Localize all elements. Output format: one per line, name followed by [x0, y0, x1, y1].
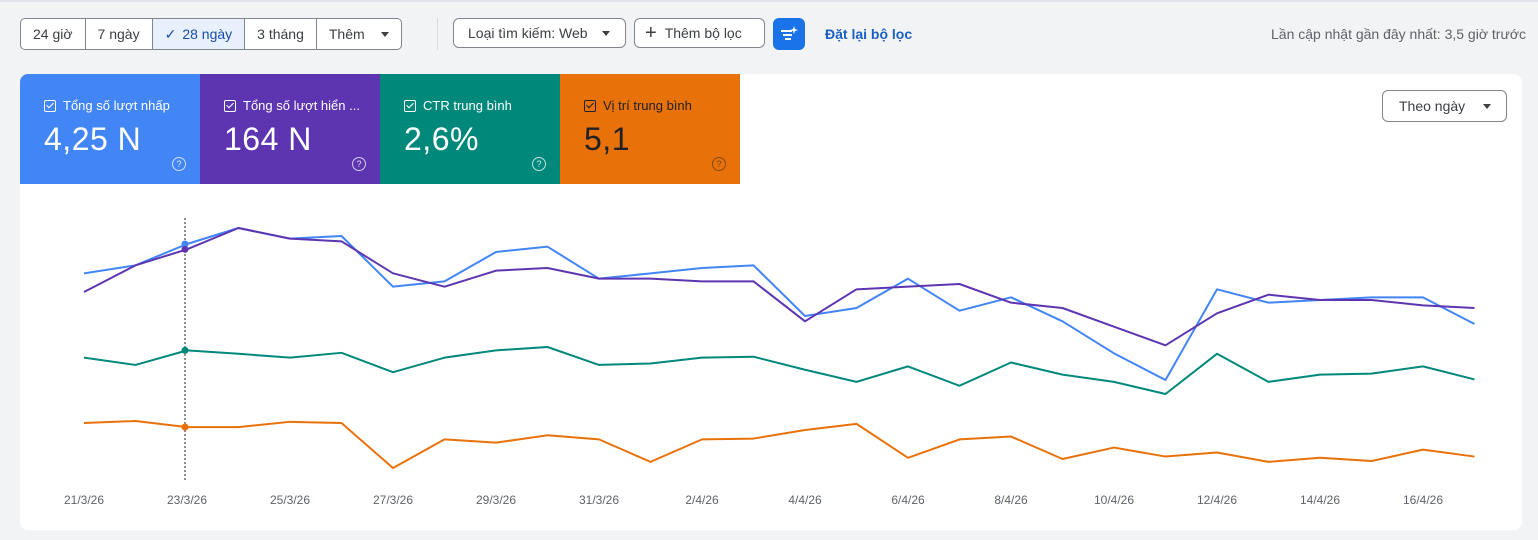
- range-28d-label: 28 ngày: [182, 26, 233, 42]
- x-tick-label: 31/3/26: [579, 493, 619, 507]
- filter-sparkle-icon: [781, 26, 798, 40]
- hover-point-3: [181, 423, 189, 431]
- x-tick-label: 25/3/26: [270, 493, 310, 507]
- metric-label: CTR trung bình: [423, 98, 512, 113]
- plus-icon: +: [645, 22, 657, 44]
- chevron-down-icon: [1483, 104, 1491, 109]
- granularity-dropdown[interactable]: Theo ngày: [1382, 90, 1507, 122]
- x-tick-label: 21/3/26: [64, 493, 104, 507]
- range-24h-button[interactable]: 24 giờ: [21, 19, 86, 49]
- help-icon[interactable]: ?: [712, 157, 726, 171]
- checkbox-icon[interactable]: [404, 99, 416, 112]
- x-tick-label: 14/4/26: [1300, 493, 1340, 507]
- x-tick-label: 8/4/26: [994, 493, 1028, 507]
- x-tick-label: 2/4/26: [685, 493, 719, 507]
- metric-label: Tổng số lượt nhấp: [63, 98, 170, 113]
- checkmark-icon: ✓: [164, 26, 177, 42]
- hover-point-0: [181, 240, 189, 248]
- x-tick-label: 27/3/26: [373, 493, 413, 507]
- top-divider: [0, 0, 1538, 2]
- granularity-label: Theo ngày: [1399, 98, 1466, 114]
- metric-card-position[interactable]: Vị trí trung bình 5,1 ?: [560, 74, 740, 184]
- range-more-dropdown[interactable]: Thêm: [317, 19, 401, 49]
- range-3m-button[interactable]: 3 tháng: [245, 19, 317, 49]
- metric-card-clicks[interactable]: Tổng số lượt nhấp 4,25 N ?: [20, 74, 200, 184]
- toolbar: 24 giờ 7 ngày ✓ 28 ngày 3 tháng Thêm Loạ…: [0, 0, 1538, 70]
- metric-value: 4,25 N: [44, 121, 142, 157]
- search-type-label: Loại tìm kiếm: Web: [468, 25, 588, 41]
- range-more-label: Thêm: [328, 26, 365, 42]
- metric-value: 2,6%: [404, 121, 479, 157]
- metric-label: Vị trí trung bình: [603, 98, 692, 113]
- x-tick-label: 10/4/26: [1094, 493, 1134, 507]
- date-range-selector: 24 giờ 7 ngày ✓ 28 ngày 3 tháng Thêm: [20, 18, 402, 50]
- performance-card: Tổng số lượt nhấp 4,25 N ? Tổng số lượt …: [20, 74, 1522, 530]
- checkbox-icon[interactable]: [584, 99, 596, 112]
- x-tick-label: 23/3/26: [167, 493, 207, 507]
- performance-chart[interactable]: 21/3/26 23/3/26 25/3/26 27/3/26 29/3/26 31/3/…: [20, 74, 1522, 530]
- x-tick-label: 29/3/26: [476, 493, 516, 507]
- help-icon[interactable]: ?: [172, 157, 186, 171]
- metric-label: Tổng số lượt hiển ...: [243, 98, 360, 113]
- x-tick-label: 4/4/26: [788, 493, 822, 507]
- series-line-2: [83, 346, 1475, 395]
- chevron-down-icon: [601, 30, 610, 36]
- x-tick-label: 12/4/26: [1197, 493, 1237, 507]
- metric-card-impressions[interactable]: Tổng số lượt hiển ... 164 N ?: [200, 74, 380, 184]
- x-tick-label: 16/4/26: [1403, 493, 1443, 507]
- metric-card-ctr[interactable]: CTR trung bình 2,6% ?: [380, 74, 560, 184]
- filter-settings-button[interactable]: [773, 18, 805, 50]
- last-updated-text: Lần cập nhật gần đây nhất: 3,5 giờ trước: [1271, 26, 1527, 42]
- series-line-0: [83, 227, 1475, 381]
- metric-value: 164 N: [224, 121, 312, 157]
- add-filter-label: Thêm bộ lọc: [664, 25, 742, 41]
- checkbox-icon[interactable]: [44, 99, 56, 112]
- help-icon[interactable]: ?: [352, 157, 366, 171]
- checkbox-icon[interactable]: [224, 99, 236, 112]
- help-icon[interactable]: ?: [532, 157, 546, 171]
- metric-value: 5,1: [584, 121, 630, 157]
- range-7d-button[interactable]: 7 ngày: [86, 19, 153, 49]
- reset-filter-link[interactable]: Đặt lại bộ lọc: [825, 26, 913, 42]
- hover-point-2: [181, 346, 189, 354]
- hover-point-1: [181, 245, 189, 253]
- search-type-dropdown[interactable]: Loại tìm kiếm: Web: [453, 18, 626, 48]
- x-tick-label: 6/4/26: [891, 493, 925, 507]
- series-line-3: [83, 420, 1475, 469]
- add-filter-button[interactable]: + Thêm bộ lọc: [634, 18, 765, 48]
- chevron-down-icon: [380, 31, 389, 37]
- range-28d-button[interactable]: ✓ 28 ngày: [152, 19, 246, 49]
- toolbar-divider: [437, 18, 438, 50]
- series-line-1: [83, 227, 1475, 347]
